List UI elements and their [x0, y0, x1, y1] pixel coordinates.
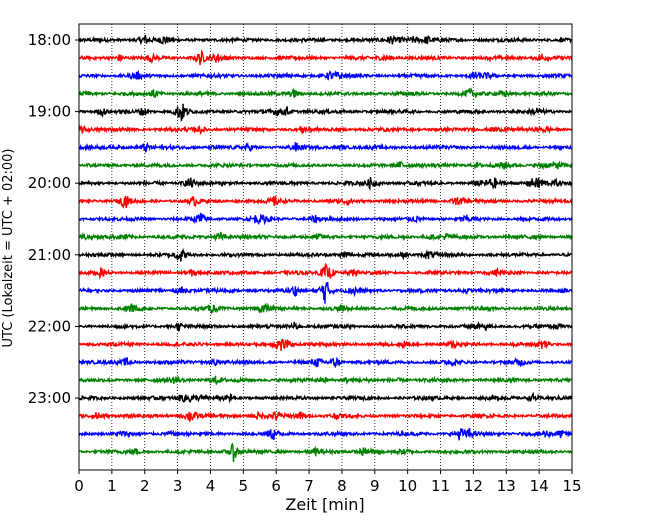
x-tick-label: 4 — [206, 477, 216, 495]
x-tick-label: 3 — [173, 477, 183, 495]
x-tick-label: 15 — [562, 477, 581, 495]
trace-row-15 — [78, 302, 573, 315]
x-tick-label: 9 — [370, 477, 380, 495]
trace-row-9 — [78, 195, 573, 209]
trace-row-7 — [78, 160, 573, 171]
x-tick-label: 0 — [74, 477, 84, 495]
y-tick-label: 20:00 — [28, 174, 71, 192]
trace-row-18 — [78, 356, 573, 369]
x-tick-label: 5 — [239, 477, 249, 495]
trace-row-14 — [78, 282, 573, 304]
trace-row-6 — [78, 141, 573, 154]
x-tick-label: 13 — [497, 477, 516, 495]
x-axis-label: Zeit [min] — [285, 495, 364, 514]
trace-row-13 — [78, 263, 573, 280]
trace-row-16 — [78, 321, 573, 332]
x-tick-label: 12 — [464, 477, 483, 495]
y-tick-label: 22:00 — [28, 317, 71, 335]
y-tick-label: 21:00 — [28, 246, 71, 264]
x-tick-label: 6 — [271, 477, 281, 495]
y-tick-label: 23:00 — [28, 389, 71, 407]
x-tick-label: 7 — [304, 477, 314, 495]
x-tick-label: 10 — [398, 477, 417, 495]
trace-row-20 — [78, 391, 573, 404]
x-tick-label: 1 — [107, 477, 117, 495]
trace-row-11 — [78, 231, 573, 242]
trace-row-8 — [78, 177, 573, 191]
trace-row-4 — [78, 103, 573, 122]
trace-row-10 — [78, 212, 573, 226]
trace-row-22 — [78, 427, 573, 441]
trace-row-1 — [78, 49, 573, 66]
trace-row-19 — [78, 375, 573, 386]
x-tick-label: 14 — [530, 477, 549, 495]
y-axis-label: UTC (Lokalzeit = UTC + 02:00) — [1, 149, 16, 348]
trace-row-17 — [78, 338, 573, 352]
x-tick-label: 11 — [431, 477, 450, 495]
trace-row-3 — [78, 87, 573, 99]
y-tick-label: 18:00 — [28, 31, 71, 49]
y-axis-ticks: 18:00 19:00 20:00 21:00 22:00 23:00 — [28, 31, 79, 407]
trace-row-23 — [78, 442, 573, 462]
y-tick-label: 19:00 — [28, 103, 71, 121]
trace-row-5 — [78, 124, 573, 136]
trace-row-21 — [78, 411, 573, 422]
x-tick-label: 8 — [337, 477, 347, 495]
grid-lines — [111, 24, 540, 470]
x-axis-ticks: 0 1 2 3 4 5 6 7 8 9 10 11 12 13 14 15 — [74, 470, 582, 495]
trace-series — [78, 34, 573, 462]
trace-row-12 — [78, 247, 573, 262]
x-tick-label: 2 — [140, 477, 150, 495]
plot-frame — [78, 23, 573, 471]
trace-row-2 — [78, 69, 573, 81]
trace-row-0 — [78, 34, 573, 46]
